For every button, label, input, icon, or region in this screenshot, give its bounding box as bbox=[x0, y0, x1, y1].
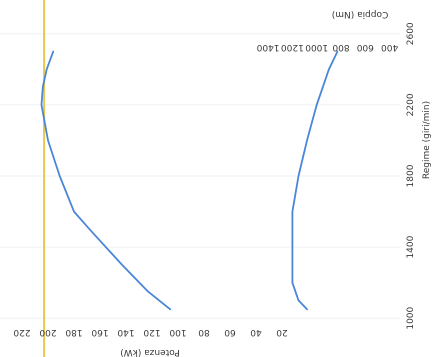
rpm-tick-1800: 1800 bbox=[406, 164, 416, 187]
torque-tick-400: 400 bbox=[381, 42, 398, 52]
x-axis-title: Regime (giri/min) bbox=[422, 101, 432, 179]
x-axis-title-group: Regime (giri/min) bbox=[422, 101, 432, 179]
torque-tick-1200: 1200 bbox=[281, 42, 304, 52]
tick-labels: 1000 1400 1800 2200 2600 20 40 60 80 100 120 140 160… bbox=[13, 22, 416, 337]
power-tick-220: 220 bbox=[13, 327, 30, 337]
series-group bbox=[40, 50, 339, 311]
power-tick-100: 100 bbox=[169, 327, 186, 337]
power-tick-120: 120 bbox=[143, 327, 160, 337]
power-tick-20: 20 bbox=[276, 327, 288, 337]
power-tick-180: 180 bbox=[65, 327, 82, 337]
power-tick-200: 200 bbox=[39, 327, 56, 337]
rpm-tick-1400: 1400 bbox=[406, 235, 416, 258]
torque-curve bbox=[291, 50, 339, 311]
torque-tick-1400: 1400 bbox=[256, 42, 279, 52]
torque-axis-title-group: Coppia (Nm) bbox=[332, 9, 389, 19]
rpm-tick-2600: 2600 bbox=[406, 22, 416, 45]
torque-tick-600: 600 bbox=[356, 42, 373, 52]
power-tick-140: 140 bbox=[117, 327, 134, 337]
chart-grid bbox=[0, 33, 400, 319]
power-tick-40: 40 bbox=[250, 327, 262, 337]
power-axis-title: Potenza (kW) bbox=[120, 347, 180, 357]
torque-tick-1000: 1000 bbox=[305, 42, 328, 52]
power-tick-160: 160 bbox=[91, 327, 108, 337]
power-axis-title-group: Potenza (kW) bbox=[120, 347, 180, 357]
torque-tick-800: 800 bbox=[332, 42, 349, 52]
rpm-tick-1000: 1000 bbox=[406, 306, 416, 329]
power-tick-80: 80 bbox=[198, 327, 210, 337]
rpm-tick-2200: 2200 bbox=[406, 93, 416, 116]
torque-axis-title: Coppia (Nm) bbox=[332, 9, 389, 19]
power-curve bbox=[40, 50, 172, 311]
power-tick-60: 60 bbox=[224, 327, 236, 337]
